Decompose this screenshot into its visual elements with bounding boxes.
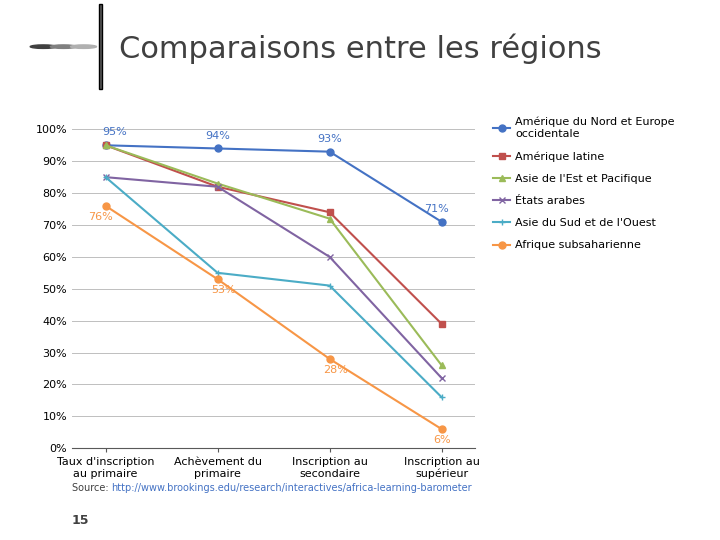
- Circle shape: [50, 45, 76, 49]
- Text: 71%: 71%: [423, 204, 449, 214]
- Text: 28%: 28%: [323, 365, 348, 375]
- Text: 53%: 53%: [211, 285, 235, 295]
- Text: http://www.brookings.edu/research/interactives/africa-learning-barometer: http://www.brookings.edu/research/intera…: [112, 483, 472, 494]
- Circle shape: [30, 45, 56, 49]
- Legend: Amérique du Nord et Europe
occidentale, Amérique latine, Asie de l'Est et Pacifi: Amérique du Nord et Europe occidentale, …: [489, 112, 680, 255]
- Text: 95%: 95%: [102, 127, 127, 137]
- FancyBboxPatch shape: [99, 4, 102, 90]
- Text: Source:: Source:: [72, 483, 112, 494]
- Text: 6%: 6%: [433, 435, 451, 445]
- Text: 76%: 76%: [88, 212, 112, 222]
- Text: 15: 15: [72, 514, 89, 527]
- Circle shape: [71, 45, 96, 49]
- Text: Comparaisons entre les régions: Comparaisons entre les régions: [119, 33, 601, 64]
- Text: 93%: 93%: [318, 134, 342, 144]
- Text: 94%: 94%: [205, 131, 230, 140]
